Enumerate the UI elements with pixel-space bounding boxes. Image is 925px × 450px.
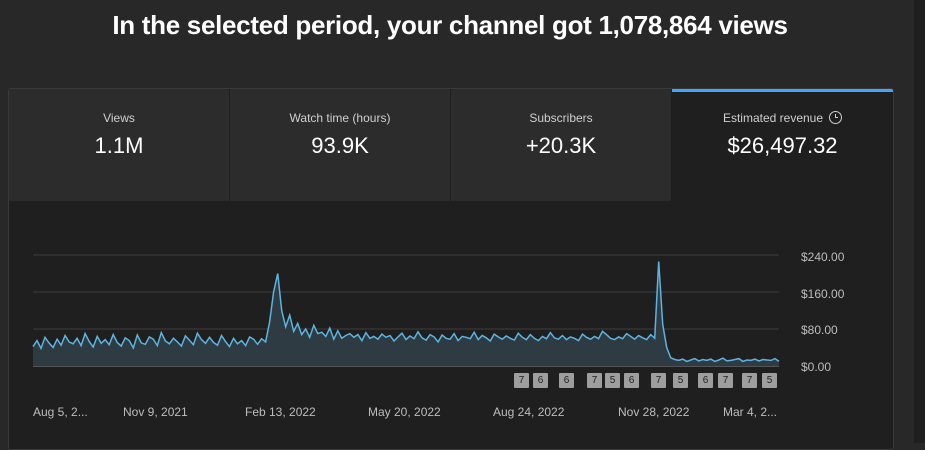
tab-views-label: Views [103, 111, 135, 125]
y-tick-label: $80.00 [801, 323, 838, 337]
tab-views-value: 1.1M [94, 133, 144, 158]
tab-watch-time-value: 93.9K [311, 133, 369, 158]
analytics-card: Views 1.1M Watch time (hours) 93.9K Subs… [8, 88, 894, 450]
y-tick-label: $160.00 [801, 287, 845, 301]
tab-estimated-revenue-label-row: Estimated revenue [672, 111, 893, 125]
tab-subscribers[interactable]: Subscribers +20.3K [451, 89, 671, 201]
y-tick-label: $240.00 [801, 250, 845, 264]
page-title: In the selected period, your channel got… [112, 10, 788, 40]
revenue-chart[interactable] [9, 89, 893, 449]
revenue-line [32, 261, 780, 363]
tab-views[interactable]: Views 1.1M [9, 89, 229, 201]
x-tick-label: Nov 28, 2022 [618, 405, 690, 419]
annotation-badge[interactable]: 7 [587, 373, 602, 388]
tab-watch-time[interactable]: Watch time (hours) 93.9K [230, 89, 450, 201]
tab-subscribers-value: +20.3K [525, 133, 597, 158]
tab-estimated-revenue-value: $26,497.32 [727, 133, 838, 158]
page-scrollbar[interactable] [914, 0, 925, 443]
annotation-badge[interactable]: 7 [742, 373, 757, 388]
x-tick-label: Feb 13, 2022 [245, 405, 316, 419]
x-tick-label: Mar 4, 2... [723, 405, 778, 419]
x-tick-label: May 20, 2022 [368, 405, 441, 419]
annotation-badge[interactable]: 6 [559, 373, 574, 388]
annotation-badge[interactable]: 7 [651, 373, 666, 388]
x-tick-label: Aug 24, 2022 [493, 405, 565, 419]
x-tick-label: Nov 9, 2021 [123, 405, 188, 419]
annotation-badge[interactable]: 7 [514, 373, 529, 388]
clock-icon[interactable] [829, 111, 843, 124]
annotation-badge[interactable]: 5 [605, 373, 620, 388]
annotation-badge[interactable]: 7 [718, 373, 733, 388]
metric-tabs: Views 1.1M Watch time (hours) 93.9K Subs… [9, 89, 893, 201]
tab-watch-time-label: Watch time (hours) [289, 111, 391, 125]
annotation-badge[interactable]: 6 [533, 373, 548, 388]
tab-estimated-revenue[interactable]: Estimated revenue $26,497.32 [672, 89, 893, 201]
tab-subscribers-label: Subscribers [529, 111, 593, 125]
revenue-area [33, 261, 779, 366]
annotation-badge[interactable]: 5 [673, 373, 688, 388]
annotation-badge[interactable]: 6 [698, 373, 713, 388]
annotation-badge[interactable]: 6 [624, 373, 639, 388]
y-tick-label: $0.00 [801, 360, 832, 374]
annotation-badge[interactable]: 5 [762, 373, 777, 388]
tab-estimated-revenue-label: Estimated revenue [722, 111, 824, 125]
x-tick-label: Aug 5, 2... [33, 405, 88, 419]
